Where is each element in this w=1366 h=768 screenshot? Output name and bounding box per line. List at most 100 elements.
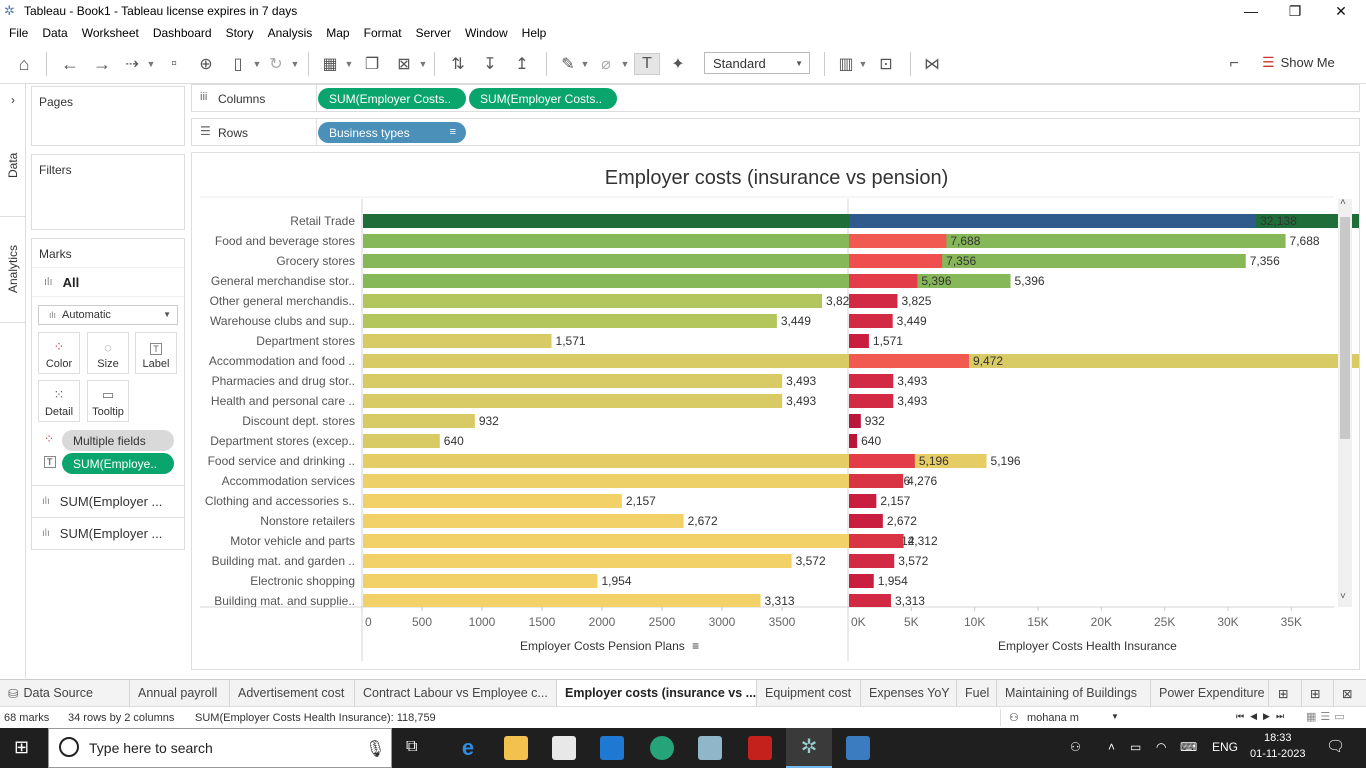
menu-format[interactable]: Format [363, 26, 402, 40]
chevron-down-icon[interactable]: ▼ [290, 59, 300, 69]
insurance-bar[interactable] [849, 314, 893, 328]
pension-bar[interactable] [363, 274, 1011, 288]
highlight-icon[interactable]: ✎ [561, 56, 575, 73]
tooltip-button[interactable]: ▭ Tooltip [87, 380, 129, 422]
insurance-bar[interactable] [849, 534, 904, 548]
insurance-bar[interactable] [849, 274, 918, 288]
insurance-bar[interactable] [849, 294, 898, 308]
menu-server[interactable]: Server [415, 26, 451, 40]
chevron-down-icon[interactable]: ▼ [580, 59, 590, 69]
duplicate-sheet-icon[interactable]: ❐ [364, 56, 380, 73]
redo-icon[interactable]: → [93, 53, 111, 74]
sort-descending-icon[interactable]: ↥ [515, 56, 529, 73]
insurance-bar[interactable] [849, 394, 894, 408]
pause-updates-icon[interactable]: ▯ [233, 56, 243, 73]
vertical-scrollbar[interactable]: ˄ ˅ [1338, 197, 1352, 607]
detail-button[interactable]: ⁙ Detail [38, 380, 80, 422]
scroll-up-icon[interactable]: ˄ [1340, 197, 1346, 208]
home-icon[interactable]: ⌂ [18, 53, 30, 74]
pension-bar[interactable] [363, 494, 622, 508]
color-button[interactable]: ⁘ Color [38, 332, 80, 374]
file-explorer-icon[interactable] [504, 736, 528, 760]
people-icon[interactable]: ⚇ [1070, 740, 1081, 754]
pension-bar[interactable] [363, 474, 877, 488]
chevron-down-icon[interactable]: ▼ [858, 59, 868, 69]
label-field-pill[interactable]: SUM(Employe.. [62, 453, 174, 474]
scroll-down-icon[interactable]: ˅ [1340, 591, 1346, 602]
microphone-icon[interactable]: 🎙 [365, 741, 386, 758]
show-me-button[interactable]: ☰ Show Me [1262, 54, 1335, 71]
pages-shelf[interactable]: Pages [31, 86, 185, 146]
format-painter-icon[interactable]: ⌐ [1229, 55, 1239, 72]
pension-bar[interactable] [363, 594, 761, 608]
tab-fuel[interactable]: Fuel [957, 680, 997, 706]
menu-file[interactable]: File [9, 26, 29, 40]
close-button[interactable]: ✕ [1335, 2, 1347, 19]
insurance-bar[interactable] [849, 234, 947, 248]
keyboard-icon[interactable]: ⌨ [1180, 740, 1198, 754]
columns-pill-pension[interactable]: SUM(Employer Costs.. [318, 88, 466, 109]
tab-maintaining-buildings[interactable]: Maintaining of Buildings [997, 680, 1151, 706]
pension-bar[interactable] [363, 514, 684, 528]
pension-bar[interactable] [363, 254, 1246, 268]
chevron-down-icon[interactable]: ▼ [146, 59, 156, 69]
clear-sheet-icon[interactable]: ⊠ [397, 56, 411, 73]
save-icon[interactable]: ▫ [171, 55, 177, 72]
menu-data[interactable]: Data [42, 26, 68, 40]
insurance-bar[interactable] [849, 474, 904, 488]
tab-annual-payroll[interactable]: Annual payroll [130, 680, 230, 706]
pension-bar[interactable] [363, 434, 440, 448]
refresh-icon[interactable]: ↻ [269, 56, 283, 73]
scrollbar-thumb[interactable] [1340, 217, 1350, 439]
windows-start-icon[interactable]: ⊞ [14, 737, 30, 757]
insurance-bar[interactable] [849, 574, 874, 588]
taskbar-search[interactable]: Type here to search 🎙 [48, 728, 392, 768]
presentation-mode-icon[interactable]: ⊡ [879, 56, 893, 73]
menu-story[interactable]: Story [225, 26, 254, 40]
app-icon[interactable] [698, 736, 722, 760]
marks-card-pension[interactable]: ılı SUM(Employer ... [32, 485, 184, 517]
expand-side-icon[interactable]: › [11, 93, 15, 107]
menu-worksheet[interactable]: Worksheet [81, 26, 139, 40]
pension-bar[interactable] [363, 234, 1286, 248]
insurance-bar[interactable] [849, 494, 877, 508]
insurance-bar[interactable] [849, 434, 858, 448]
mark-type-select[interactable]: ılı Automatic ▼ [38, 305, 178, 325]
pension-bar[interactable] [363, 314, 777, 328]
insurance-bar[interactable] [849, 514, 883, 528]
pension-bar[interactable] [363, 374, 783, 388]
pension-bar[interactable] [363, 334, 552, 348]
fit-select[interactable]: Standard ▼ [704, 52, 810, 74]
insurance-bar[interactable] [849, 354, 969, 368]
data-tab[interactable]: Data [6, 152, 20, 178]
replay-icon[interactable]: ⇢ [125, 56, 139, 73]
pension-bar[interactable] [363, 454, 987, 468]
insurance-bar[interactable] [849, 594, 891, 608]
columns-pill-insurance[interactable]: SUM(Employer Costs.. [469, 88, 617, 109]
marks-all-row[interactable]: ılı All [32, 267, 184, 297]
user-menu[interactable]: ⚇ mohana m ▼ [1000, 709, 1124, 726]
view-toggle-icons[interactable]: ▦☰▭ [1306, 711, 1349, 723]
filters-shelf[interactable]: Filters [31, 154, 185, 230]
swap-rows-columns-icon[interactable]: ⇅ [451, 56, 465, 73]
insurance-bar[interactable] [849, 554, 895, 568]
show-mark-labels-icon[interactable]: T [634, 53, 660, 75]
show-cards-icon[interactable]: ▥ [838, 56, 854, 73]
insurance-bar[interactable] [849, 254, 943, 268]
tab-power-expenditure[interactable]: Power Expenditure [1151, 680, 1269, 706]
menu-analysis[interactable]: Analysis [267, 26, 313, 40]
menu-map[interactable]: Map [326, 26, 350, 40]
chevron-down-icon[interactable]: ▼ [418, 59, 428, 69]
menu-help[interactable]: Help [521, 26, 547, 40]
analytics-tab[interactable]: Analytics [6, 244, 20, 294]
tray-chevron-icon[interactable]: ˄ [1108, 740, 1116, 754]
tab-employer-costs[interactable]: Employer costs (insurance vs ... [557, 680, 757, 706]
new-dashboard-tab-icon[interactable]: ⊞ [1302, 680, 1334, 706]
new-worksheet-icon[interactable]: ▦ [322, 56, 338, 73]
restore-button[interactable]: ❐ [1288, 2, 1302, 19]
tab-expenses-yoy[interactable]: Expenses YoY [861, 680, 957, 706]
multiple-fields-pill[interactable]: Multiple fields [62, 430, 174, 451]
sheet-nav-icons[interactable]: ⏮◀▶⏭ [1236, 711, 1291, 721]
battery-icon[interactable]: ▭ [1130, 740, 1142, 754]
